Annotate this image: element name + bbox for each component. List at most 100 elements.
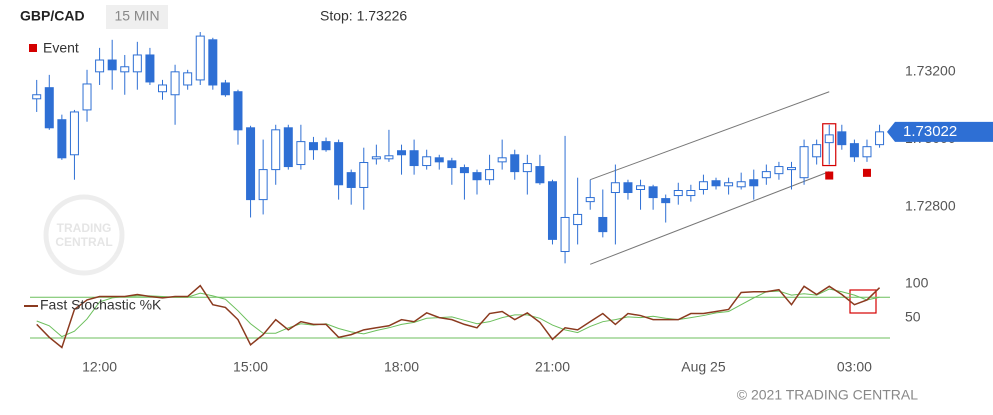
candle-body [497, 157, 507, 163]
candle-body [233, 91, 243, 131]
candle-body [472, 172, 482, 181]
candle-body [837, 131, 847, 146]
candle-body [812, 144, 822, 158]
x-tick-label: 21:00 [535, 359, 570, 375]
candle-body [434, 157, 444, 163]
candle-body [610, 182, 620, 194]
candle-body [283, 127, 293, 168]
candle-body [686, 190, 696, 197]
candle-body [573, 213, 583, 226]
candle-body [346, 172, 356, 188]
watermark-text: CENTRAL [55, 235, 112, 249]
event-legend: Event [43, 40, 79, 56]
candle-body [560, 216, 570, 253]
event-legend-swatch [29, 44, 37, 52]
candle-body [132, 54, 142, 73]
last-price-label: 1.73022 [903, 123, 957, 140]
candle-body [535, 166, 545, 184]
candle-body [447, 160, 457, 169]
candle-body [371, 156, 381, 160]
candle-body [208, 39, 218, 86]
candle-body [485, 169, 495, 181]
candle-body [271, 129, 281, 171]
candle-body [422, 156, 432, 167]
event-marker [825, 171, 834, 180]
timeframe-box [106, 5, 168, 29]
candle-body [875, 131, 885, 146]
candle-body [170, 71, 180, 96]
candle-body [661, 198, 671, 204]
candle-body [636, 185, 646, 190]
y-tick-label: 100 [905, 274, 929, 290]
candle-body [459, 167, 469, 174]
candle-body [510, 154, 520, 173]
candle-body [711, 180, 721, 187]
candle-body [787, 167, 796, 171]
candle-body [158, 84, 167, 93]
candle-body [648, 186, 658, 199]
last-price-tag [887, 121, 993, 142]
candle-body [862, 146, 872, 158]
candle-body [673, 190, 683, 197]
candle-body [246, 127, 256, 201]
candle-body [522, 163, 532, 173]
candle-body [57, 119, 67, 159]
watermark-text: TRADING [57, 221, 112, 235]
x-tick-label: Aug 25 [681, 359, 726, 375]
candle-body [82, 83, 92, 111]
candle-body [849, 143, 859, 158]
candle-body [384, 155, 394, 160]
symbol: GBP/CAD [20, 8, 85, 24]
candle-body [69, 111, 79, 156]
timeframe: 15 MIN [114, 8, 159, 24]
stoch-line [36, 284, 881, 349]
candle-body [774, 166, 784, 175]
footer: © 2021 TRADING CENTRAL [737, 387, 918, 403]
x-tick-label: 15:00 [233, 359, 268, 375]
candle-body [547, 181, 557, 240]
candle-body [724, 182, 734, 187]
candle-body [95, 59, 105, 73]
candle-body [183, 72, 193, 86]
y-tick-label: 1.73200 [905, 63, 956, 79]
event-highlight [822, 123, 837, 167]
x-tick-label: 03:00 [837, 359, 872, 375]
candle-body [107, 59, 117, 71]
candle-body [409, 150, 419, 167]
x-tick-label: 12:00 [82, 359, 117, 375]
watermark-ring [43, 194, 125, 276]
x-tick-label: 18:00 [384, 359, 419, 375]
candle-body [195, 35, 205, 81]
candle-body [334, 142, 344, 186]
candle-body [120, 66, 130, 73]
channel-line [590, 171, 830, 265]
candle-body [799, 146, 809, 179]
candle-body [220, 82, 230, 96]
candle-body [308, 142, 318, 151]
candle-body [749, 179, 759, 187]
event-marker [862, 168, 871, 177]
watermark: TRADING CENTRAL [43, 194, 125, 276]
candle-body [359, 162, 369, 188]
candle-body [258, 169, 268, 201]
y-tick-label: 50 [905, 308, 921, 324]
stop: Stop: 1.73226 [320, 8, 407, 24]
candle-body [32, 94, 42, 100]
candle-body [698, 181, 708, 190]
candle-body [736, 181, 746, 188]
candle-body [296, 141, 306, 166]
channel-line [590, 91, 830, 181]
candle-body [623, 182, 633, 194]
candle-body [321, 141, 331, 151]
candle-body [761, 171, 771, 179]
candle-body [44, 87, 54, 129]
legend-label: Fast Stochastic %K [40, 297, 162, 313]
candle-body [397, 150, 407, 156]
y-tick-label: 1.72800 [905, 197, 956, 213]
candle-body [585, 197, 595, 203]
candle-body [824, 134, 834, 144]
candle-body [598, 216, 608, 233]
candle-body [145, 54, 155, 83]
